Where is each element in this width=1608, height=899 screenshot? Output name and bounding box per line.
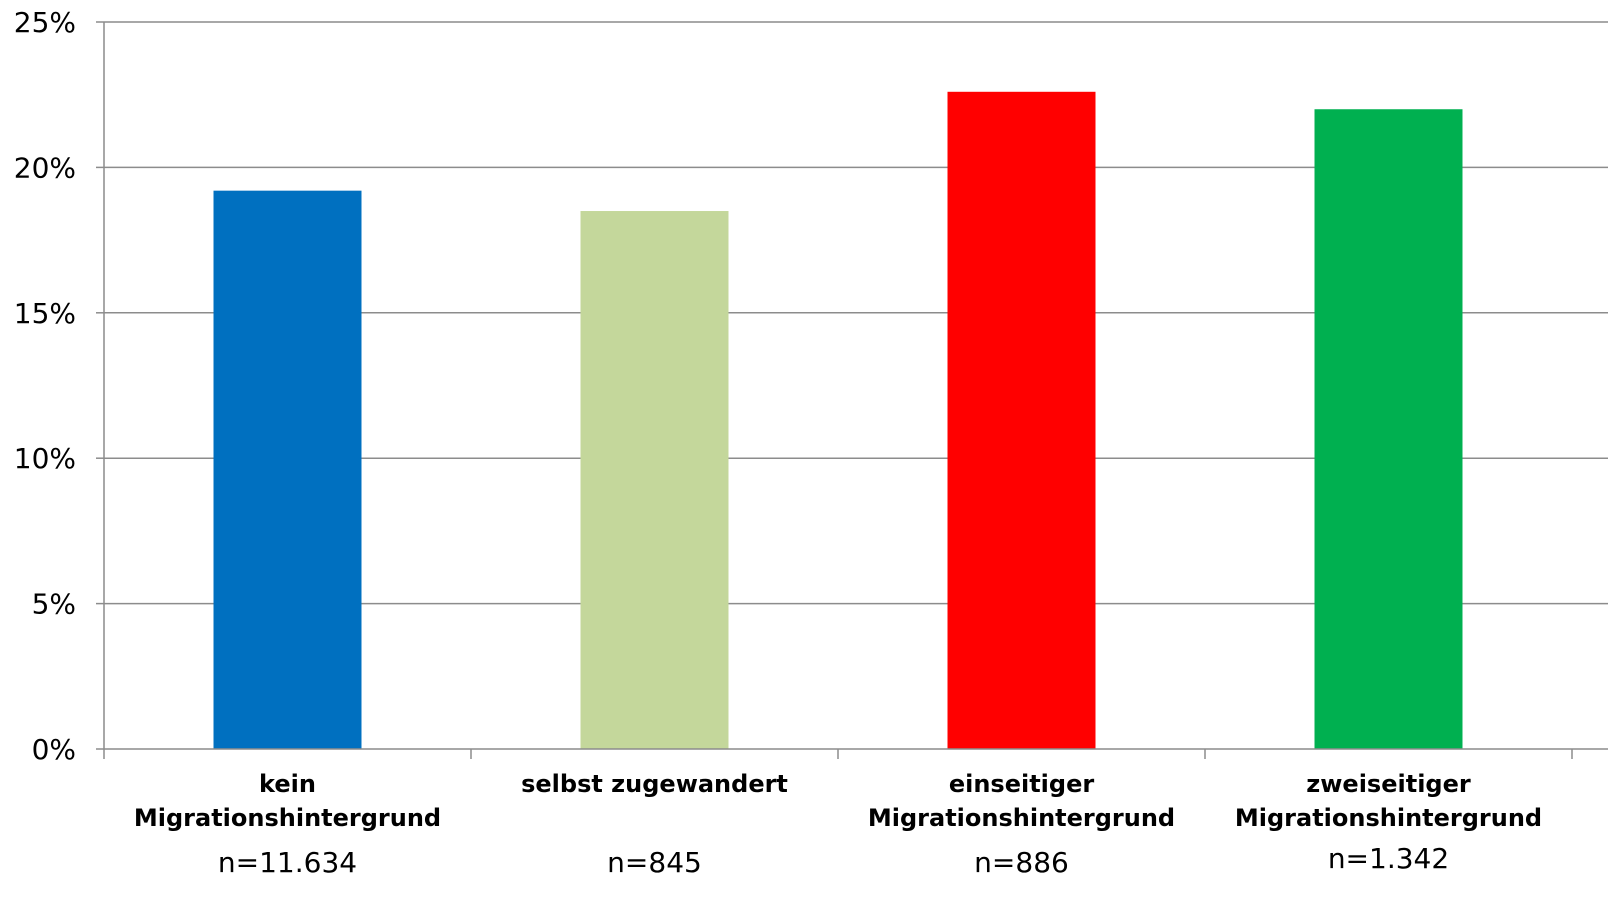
x-category-label: zweiseitiger <box>1306 770 1471 798</box>
sample-size-label: n=11.634 <box>218 846 357 879</box>
bars <box>213 91 1463 750</box>
sample-size-label: n=886 <box>974 846 1069 879</box>
axes <box>96 21 1608 759</box>
x-category-label: Migrationshintergrund <box>134 804 441 832</box>
y-tick-label: 5% <box>32 588 76 621</box>
x-category-label: kein <box>259 770 316 798</box>
y-tick-label: 25% <box>14 6 76 39</box>
y-tick-label: 10% <box>14 442 76 475</box>
bar <box>580 211 729 749</box>
x-category-label: Migrationshintergrund <box>868 804 1175 832</box>
x-category-label: Migrationshintergrund <box>1235 804 1542 832</box>
sample-size-label: n=1.342 <box>1328 842 1449 875</box>
y-tick-label: 15% <box>14 297 76 330</box>
x-category-label: selbst zugewandert <box>521 770 788 798</box>
y-tick-label: 20% <box>14 151 76 184</box>
sample-size-label: n=845 <box>607 846 702 879</box>
x-category-label: einseitiger <box>949 770 1095 798</box>
bar <box>1314 109 1463 750</box>
labels: 0% 5% 10% 15% 20% 25% kein Migrationshintergrun… <box>14 6 1542 879</box>
y-tick-label: 0% <box>32 733 76 766</box>
bar <box>213 190 362 749</box>
bar <box>947 91 1096 750</box>
